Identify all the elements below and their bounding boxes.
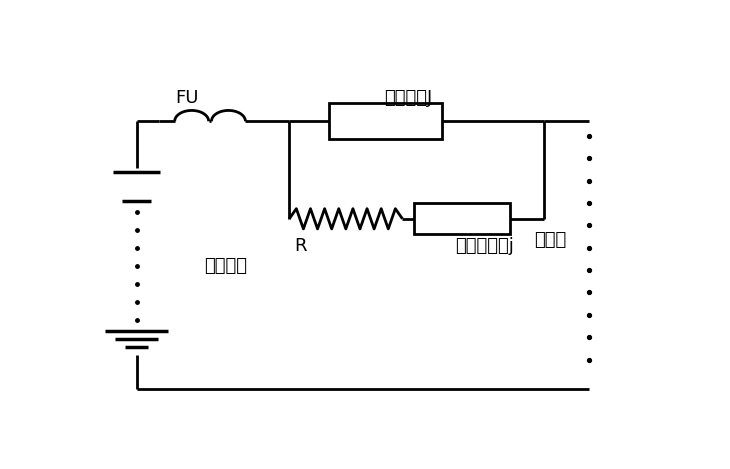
Text: FU: FU [176, 89, 199, 107]
Text: 电池模组: 电池模组 [204, 257, 247, 275]
Text: 用电端: 用电端 [534, 232, 566, 250]
Text: 主继电器J: 主继电器J [384, 89, 432, 107]
FancyBboxPatch shape [414, 204, 510, 234]
FancyBboxPatch shape [328, 103, 442, 139]
Text: R: R [294, 237, 307, 255]
Text: 预充继电器j: 预充继电器j [455, 237, 514, 255]
